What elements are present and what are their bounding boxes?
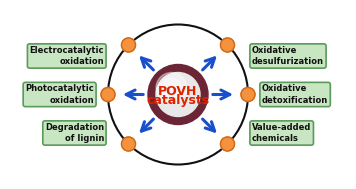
Circle shape	[121, 38, 136, 52]
Circle shape	[121, 137, 136, 151]
Circle shape	[148, 64, 208, 125]
Text: catalysts: catalysts	[146, 94, 210, 107]
Circle shape	[220, 137, 235, 151]
Circle shape	[220, 38, 235, 52]
Circle shape	[162, 78, 181, 98]
Text: Degradation
of lignin: Degradation of lignin	[45, 123, 104, 143]
Text: POVH: POVH	[158, 85, 198, 98]
Circle shape	[156, 73, 200, 116]
Circle shape	[241, 88, 255, 101]
Text: Oxidative
detoxification: Oxidative detoxification	[262, 84, 328, 105]
Text: Electrocatalytic
oxidation: Electrocatalytic oxidation	[30, 46, 104, 66]
Circle shape	[156, 73, 187, 103]
Circle shape	[101, 88, 115, 101]
Text: Oxidative
desulfurization: Oxidative desulfurization	[252, 46, 324, 66]
Text: Value-added
chemicals: Value-added chemicals	[252, 123, 312, 143]
Circle shape	[166, 82, 177, 93]
Text: Photocatalytic
oxidation: Photocatalytic oxidation	[25, 84, 94, 105]
